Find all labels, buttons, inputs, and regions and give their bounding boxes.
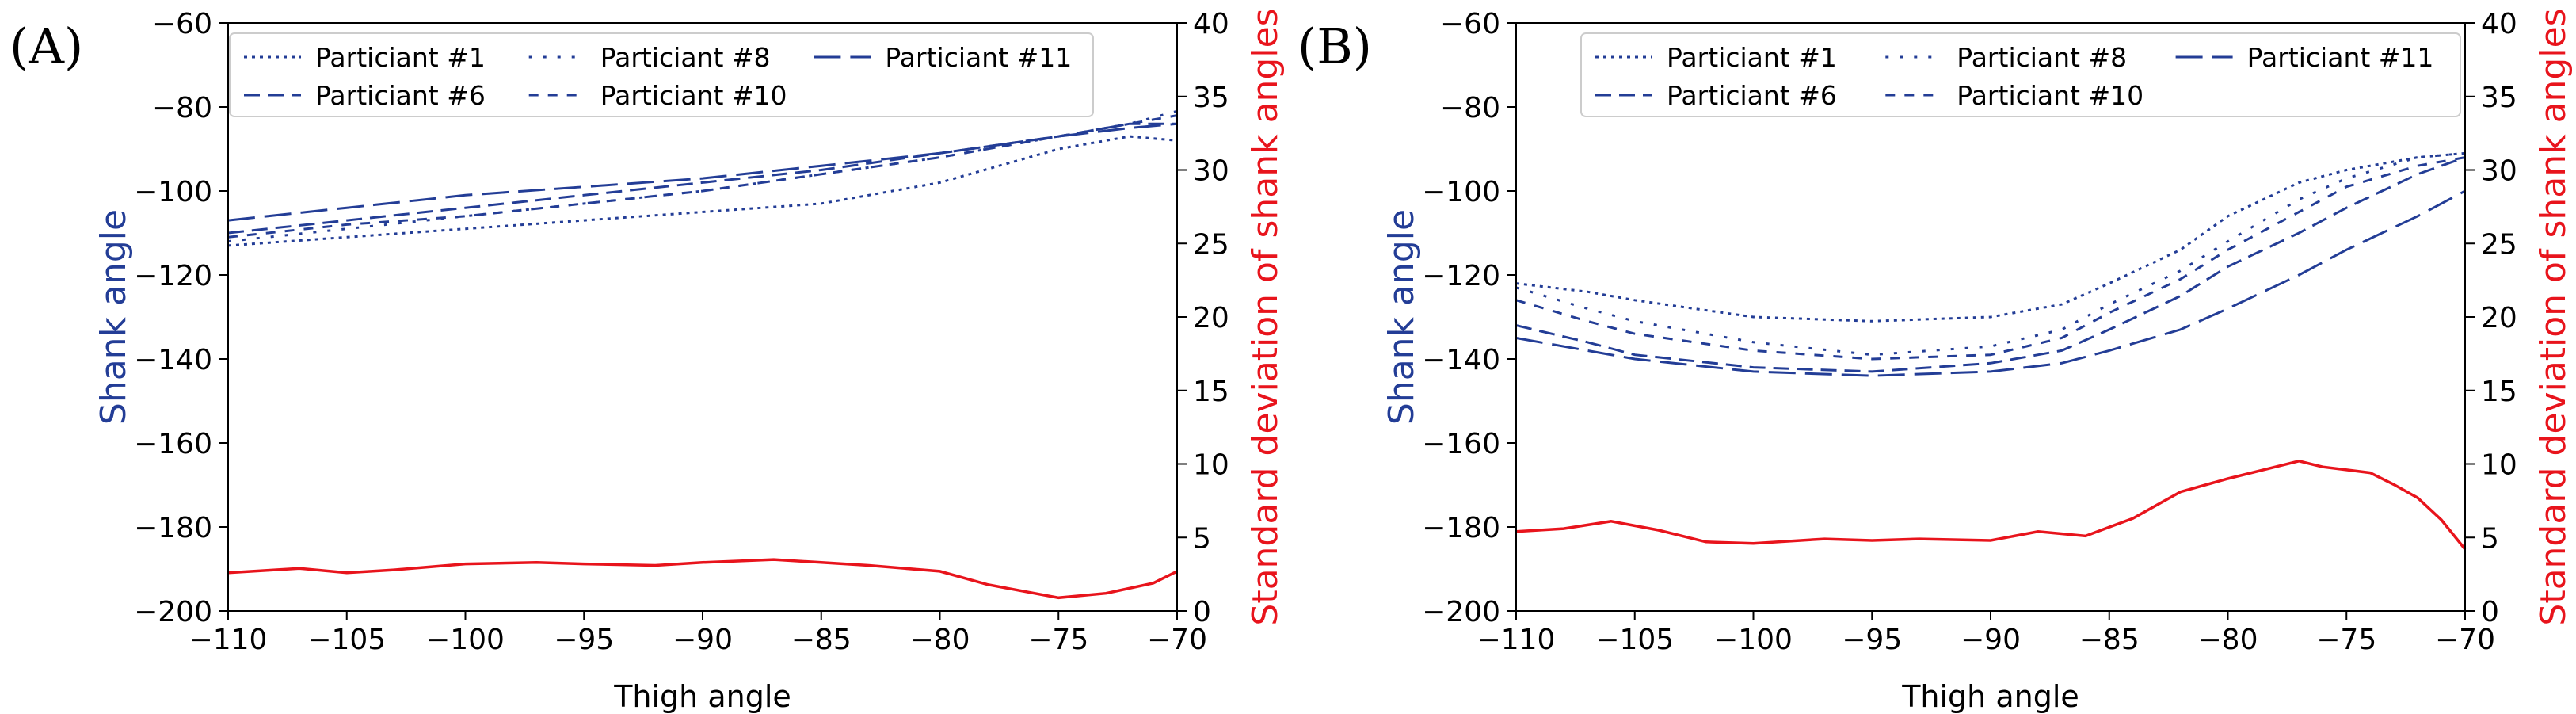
y-left-tick-label: −200 — [1422, 596, 1500, 628]
legend-label: Particiant #1 — [1667, 42, 1837, 73]
y-left-tick-label: −120 — [134, 260, 212, 292]
x-tick-label: −105 — [307, 624, 386, 656]
x-tick-label: −70 — [2435, 624, 2495, 656]
x-tick-label: −85 — [791, 624, 852, 656]
y-right-tick-label: 5 — [1193, 522, 1211, 555]
chart-a-svg: (A) −110 −105 −100 −95 −90 −85 −80 −75 −70 −200 −18… — [10, 8, 1286, 714]
y-left-tick-label: −60 — [1440, 8, 1500, 40]
legend-label: Particiant #8 — [600, 42, 771, 73]
series-line-standard-deviation — [1515, 459, 2467, 551]
y-left-tick-label: −80 — [152, 92, 212, 124]
y-left-tick-label: −100 — [134, 176, 212, 208]
y-right-tick-label: 25 — [2481, 228, 2517, 261]
chart-panel-a: (A) −110 −105 −100 −95 −90 −85 −80 −75 −70 −200 −18… — [10, 8, 1286, 714]
legend-label: Particiant #10 — [1957, 80, 2143, 111]
y-right-tick-label: 10 — [2481, 449, 2517, 482]
series-line-particiant-11 — [227, 122, 1178, 222]
y-right-tick-label: 35 — [2481, 82, 2517, 114]
series-line-particiant-10 — [1515, 156, 2466, 361]
y-left-tick-label: −160 — [134, 428, 212, 460]
y-right-tick-label: 25 — [1193, 228, 1229, 261]
y-left-tick-label: −140 — [1422, 344, 1500, 376]
x-tick-label: −75 — [2316, 624, 2376, 656]
y-right-tick-label: 40 — [1193, 8, 1229, 40]
y-left-tick-label: −180 — [134, 512, 212, 544]
x-tick-label: −85 — [2079, 624, 2140, 656]
legend-label: Particiant #11 — [2247, 42, 2434, 73]
legend-label: Particiant #8 — [1957, 42, 2127, 73]
x-tick-label: −90 — [1961, 624, 2021, 656]
series-line-particiant-10 — [227, 114, 1178, 239]
x-tick-label: −100 — [426, 624, 505, 656]
x-tick-label: −110 — [1477, 624, 1556, 656]
y-right-tick-label: 20 — [2481, 302, 2517, 334]
y-right-tick-label: 15 — [2481, 376, 2517, 408]
x-tick-label: −70 — [1147, 624, 1207, 656]
series-line-particiant-6 — [227, 122, 1177, 235]
y-right-axis-label: Standard deviation of shank angles — [2533, 8, 2574, 625]
legend-label: Particiant #11 — [885, 42, 1072, 73]
x-tick-label: −95 — [554, 624, 614, 656]
y-left-axis-label: Shank angle — [1381, 209, 1422, 425]
x-tick-label: −105 — [1595, 624, 1674, 656]
y-right-tick-label: 40 — [2481, 8, 2517, 40]
series-line-particiant-1 — [227, 135, 1178, 247]
y-left-axis-label: Shank angle — [93, 209, 134, 425]
y-right-tick-label: 15 — [1193, 376, 1229, 408]
y-left-tick-label: −180 — [1422, 512, 1500, 544]
legend-label: Particiant #6 — [315, 80, 486, 111]
y-left-tick-label: −120 — [1422, 260, 1500, 292]
series-line-particiant-1 — [1515, 151, 2466, 323]
y-right-tick-label: 10 — [1193, 449, 1229, 482]
x-tick-label: −80 — [910, 624, 970, 656]
y-left-tick-label: −140 — [134, 344, 212, 376]
chart-b-svg: (B) −110 −105 −100 −95 −90 −85 −80 −75 −70 −200 −18… — [1298, 8, 2574, 714]
series-line-particiant-11 — [1515, 189, 2466, 377]
y-right-tick-label: 5 — [2481, 522, 2499, 555]
x-tick-label: −80 — [2198, 624, 2258, 656]
series-line-standard-deviation — [227, 558, 1178, 600]
y-right-tick-label: 0 — [2481, 596, 2499, 628]
legend-label: Particiant #6 — [1667, 80, 1837, 111]
x-tick-label: −90 — [673, 624, 733, 656]
x-tick-label: −100 — [1714, 624, 1793, 656]
legend-box — [1580, 32, 2461, 117]
panel-label: (B) — [1298, 17, 1372, 75]
series-line-particiant-6 — [1515, 156, 2466, 373]
y-left-tick-label: −60 — [152, 8, 212, 40]
chart-panel-b: (B) −110 −105 −100 −95 −90 −85 −80 −75 −70 −200 −18… — [1288, 0, 2576, 714]
y-right-tick-label: 0 — [1193, 596, 1211, 628]
y-left-tick-label: −200 — [134, 596, 212, 628]
legend-box — [229, 32, 1094, 117]
x-tick-label: −110 — [189, 624, 268, 656]
y-left-tick-label: −160 — [1422, 428, 1500, 460]
y-left-tick-label: −100 — [1422, 176, 1500, 208]
series-line-particiant-8 — [227, 109, 1178, 243]
x-tick-label: −95 — [1842, 624, 1902, 656]
y-right-tick-label: 30 — [1193, 155, 1229, 188]
y-right-tick-label: 20 — [1193, 302, 1229, 334]
panel-label: (A) — [10, 17, 83, 75]
legend-label: Particiant #10 — [600, 80, 787, 111]
x-tick-label: −75 — [1028, 624, 1088, 656]
legend-label: Particiant #1 — [315, 42, 486, 73]
x-axis-label: Thigh angle — [613, 679, 791, 714]
y-right-tick-label: 35 — [1193, 82, 1229, 114]
y-right-axis-label: Standard deviation of shank angles — [1245, 8, 1286, 625]
y-right-tick-label: 30 — [2481, 155, 2517, 188]
y-left-tick-label: −80 — [1440, 92, 1500, 124]
x-axis-label: Thigh angle — [1901, 679, 2079, 714]
series-line-particiant-8 — [1515, 151, 2466, 357]
